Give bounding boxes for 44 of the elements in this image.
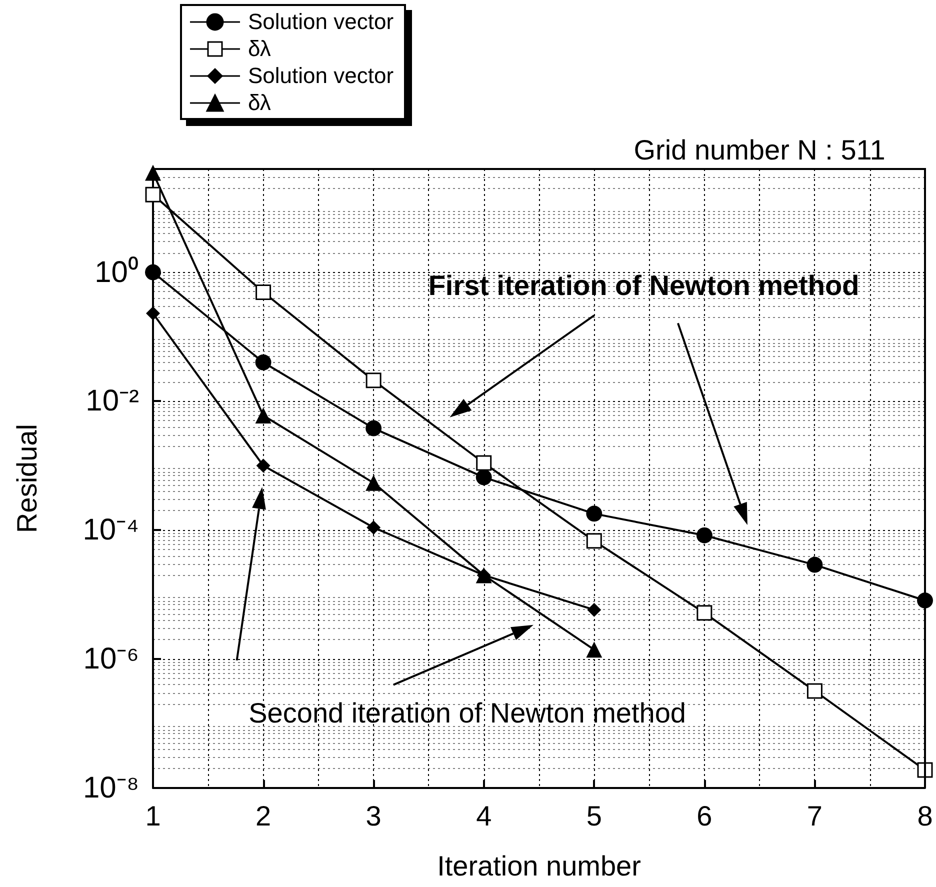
point (476, 455, 492, 471)
x-tick-label: 1 (145, 800, 161, 832)
x-tick-label: 2 (255, 800, 272, 832)
annotation: Second iteration of Newton method (248, 698, 686, 729)
point (476, 469, 492, 486)
text: Grid number N : 511 (634, 134, 886, 166)
legend-label: δλ (248, 89, 271, 116)
point (806, 683, 822, 699)
point (145, 164, 161, 181)
y-tick-label: 10⁻⁶ (83, 642, 139, 676)
point (586, 506, 602, 522)
x-tick-label: 4 (476, 800, 492, 832)
point (696, 527, 712, 544)
point (587, 602, 602, 617)
point (146, 306, 160, 320)
point (145, 264, 161, 280)
point (145, 186, 161, 202)
x-tick-label: 6 (696, 800, 712, 832)
legend-label: Solution vector (248, 62, 394, 89)
point (806, 556, 823, 573)
point (256, 458, 270, 473)
legend-label: Solution vector (248, 8, 394, 35)
point (255, 408, 272, 424)
point (366, 372, 382, 388)
y-axis-title: Residual (12, 424, 42, 533)
x-tick-label: 5 (586, 800, 602, 832)
x-tick-label: 8 (917, 800, 933, 832)
x-axis-title: Iteration number (437, 850, 641, 882)
y-tick-label: 10⁻² (86, 384, 140, 418)
point (586, 642, 602, 658)
point (696, 605, 712, 621)
y-tick-label: 10⁻⁸ (82, 772, 139, 804)
legend-label: δλ (248, 35, 271, 62)
x-tick-label: 7 (806, 800, 823, 832)
point (586, 533, 602, 549)
point (366, 474, 382, 491)
point (255, 354, 272, 370)
x-tick-label: 3 (366, 800, 382, 832)
point (256, 284, 272, 300)
point (366, 520, 381, 534)
point (366, 420, 382, 436)
y-tick-label: 10⁻⁴ (82, 514, 139, 547)
annotation: First iteration of Newton method (428, 270, 860, 302)
y-tick-label: 10⁰ (94, 256, 139, 289)
